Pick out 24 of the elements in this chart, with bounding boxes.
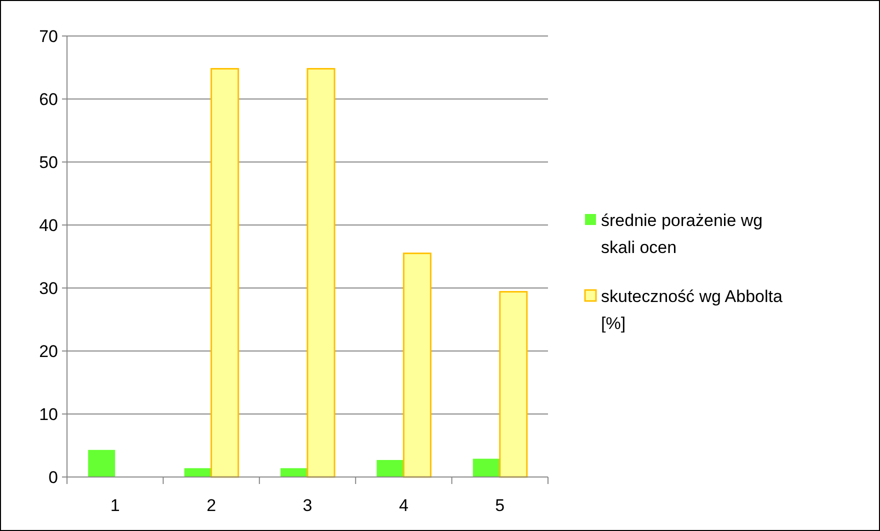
bar — [184, 468, 212, 477]
y-tick-label: 70 — [39, 26, 58, 46]
bar — [280, 468, 308, 477]
x-tick-label: 5 — [495, 496, 505, 515]
x-tick-label: 4 — [398, 496, 408, 515]
y-tick-label: 20 — [39, 342, 58, 361]
legend-label: skuteczność wg Abbolta [%] — [601, 286, 783, 333]
bar — [472, 458, 500, 477]
y-tick-label: 40 — [39, 216, 58, 235]
bar — [402, 252, 432, 478]
x-tick-label: 3 — [302, 496, 312, 515]
x-tick-label: 2 — [206, 496, 216, 515]
bar — [376, 460, 404, 477]
bar — [88, 450, 116, 477]
legend-label: średnie porażenie wg skali ocen — [601, 210, 763, 257]
bar — [210, 68, 240, 478]
bar — [306, 68, 336, 478]
y-tick-label: 10 — [39, 404, 58, 424]
y-tick-label: 0 — [48, 468, 58, 487]
y-tick-label: 60 — [39, 90, 58, 109]
y-tick-label: 30 — [39, 278, 58, 298]
bar — [499, 291, 528, 478]
x-tick-label: 1 — [110, 496, 120, 515]
y-tick-label: 50 — [39, 152, 58, 172]
